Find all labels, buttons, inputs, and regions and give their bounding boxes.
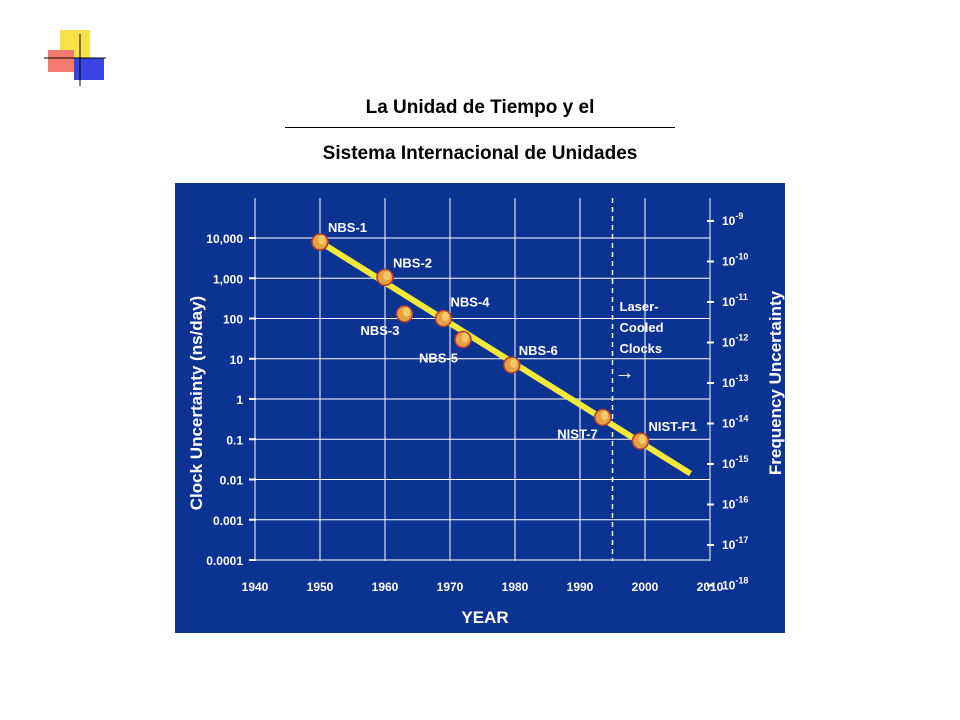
- clock-uncertainty-chart: 1940 1950 1960 1970 1980 1990 2000 2010 10,000 1,…: [175, 183, 785, 633]
- data-point: [395, 305, 414, 323]
- x-axis-label: YEAR: [461, 608, 508, 627]
- data-point-label: NBS-2: [393, 255, 432, 270]
- x-tick-label: 1970: [437, 580, 464, 594]
- right-tick-label: 10-9: [722, 211, 743, 228]
- title-divider: [285, 127, 675, 128]
- data-point-highlight: [383, 270, 391, 281]
- tick-layer: 1940 1950 1960 1970 1980 1990 2000 2010 10,000 1,…: [206, 211, 748, 594]
- right-tick-label: 10-16: [722, 495, 748, 512]
- right-tick-label: 10-12: [722, 333, 748, 350]
- data-point-highlight: [442, 311, 449, 322]
- y-tick-label: 0.01: [220, 474, 244, 488]
- x-tick-label: 2000: [632, 580, 659, 594]
- data-point-label: NBS-4: [451, 295, 491, 310]
- x-tick-label: 2010: [697, 580, 724, 594]
- y-tick-label: 10: [230, 353, 244, 367]
- data-point: [454, 330, 472, 349]
- data-point-label: NBS-1: [328, 220, 367, 235]
- right-tick-label: 10-13: [722, 373, 748, 390]
- x-tick-label: 1950: [307, 580, 334, 594]
- annotation-text: Laser-: [620, 299, 659, 314]
- right-tick-label: 10-11: [722, 292, 748, 309]
- decorative-squares-icon: [44, 30, 106, 86]
- data-point: [631, 432, 650, 450]
- data-point-label: NBS-5: [419, 351, 458, 366]
- x-tick-label: 1980: [502, 580, 529, 594]
- data-point-highlight: [510, 357, 518, 368]
- right-tick-label: 10-10: [722, 252, 748, 269]
- right-tick-label: 10-14: [722, 414, 748, 431]
- y-axis-label-left: Clock Uncertainty (ns/day): [187, 296, 206, 510]
- data-point-highlight: [403, 306, 410, 317]
- y-tick-label: 1: [236, 393, 243, 407]
- right-tick-label: 10-15: [722, 454, 748, 471]
- points-layer: [311, 233, 650, 450]
- data-point: [434, 309, 453, 328]
- data-point: [503, 356, 521, 374]
- slide-title-line1: La Unidad de Tiempo y el: [365, 97, 595, 118]
- annotation-text: Cooled: [620, 320, 664, 335]
- data-point-label: NIST-F1: [648, 419, 696, 434]
- right-tick-label: 10-17: [722, 535, 748, 552]
- y-tick-label: 0.001: [213, 514, 243, 528]
- data-point-highlight: [601, 410, 609, 421]
- annotation-arrow: →: [615, 362, 635, 384]
- x-tick-label: 1990: [567, 580, 594, 594]
- right-tick-label: 10-18: [722, 576, 748, 593]
- slide-title-line2: Sistema Internacional de Unidades: [322, 143, 638, 164]
- annotation-text: Clocks: [620, 341, 663, 356]
- chart-background: [175, 183, 785, 633]
- data-point-highlight: [318, 234, 326, 245]
- data-point: [594, 408, 612, 427]
- x-tick-label: 1960: [372, 580, 399, 594]
- y-tick-label: 1,000: [213, 272, 243, 286]
- data-point-highlight: [638, 434, 646, 445]
- y-tick-label: 100: [223, 313, 243, 327]
- data-point-highlight: [461, 332, 469, 343]
- y-tick-label: 0.0001: [206, 554, 243, 568]
- data-point-label: NBS-3: [360, 323, 399, 338]
- y-tick-label: 10,000: [206, 232, 243, 246]
- y-tick-label: 0.1: [226, 433, 243, 447]
- x-tick-label: 1940: [242, 580, 269, 594]
- y-axis-label-right: Frequency Uncertainty: [766, 290, 785, 475]
- data-point: [376, 268, 394, 287]
- data-point-label: NBS-6: [519, 343, 558, 358]
- data-point-label: NIST-7: [557, 426, 597, 441]
- label-layer: Laser- Cooled Clocks → NBS-1 NBS-2 NBS-3 NBS-4 N…: [328, 220, 697, 441]
- grid-layer: [254, 198, 711, 561]
- data-point: [311, 233, 329, 251]
